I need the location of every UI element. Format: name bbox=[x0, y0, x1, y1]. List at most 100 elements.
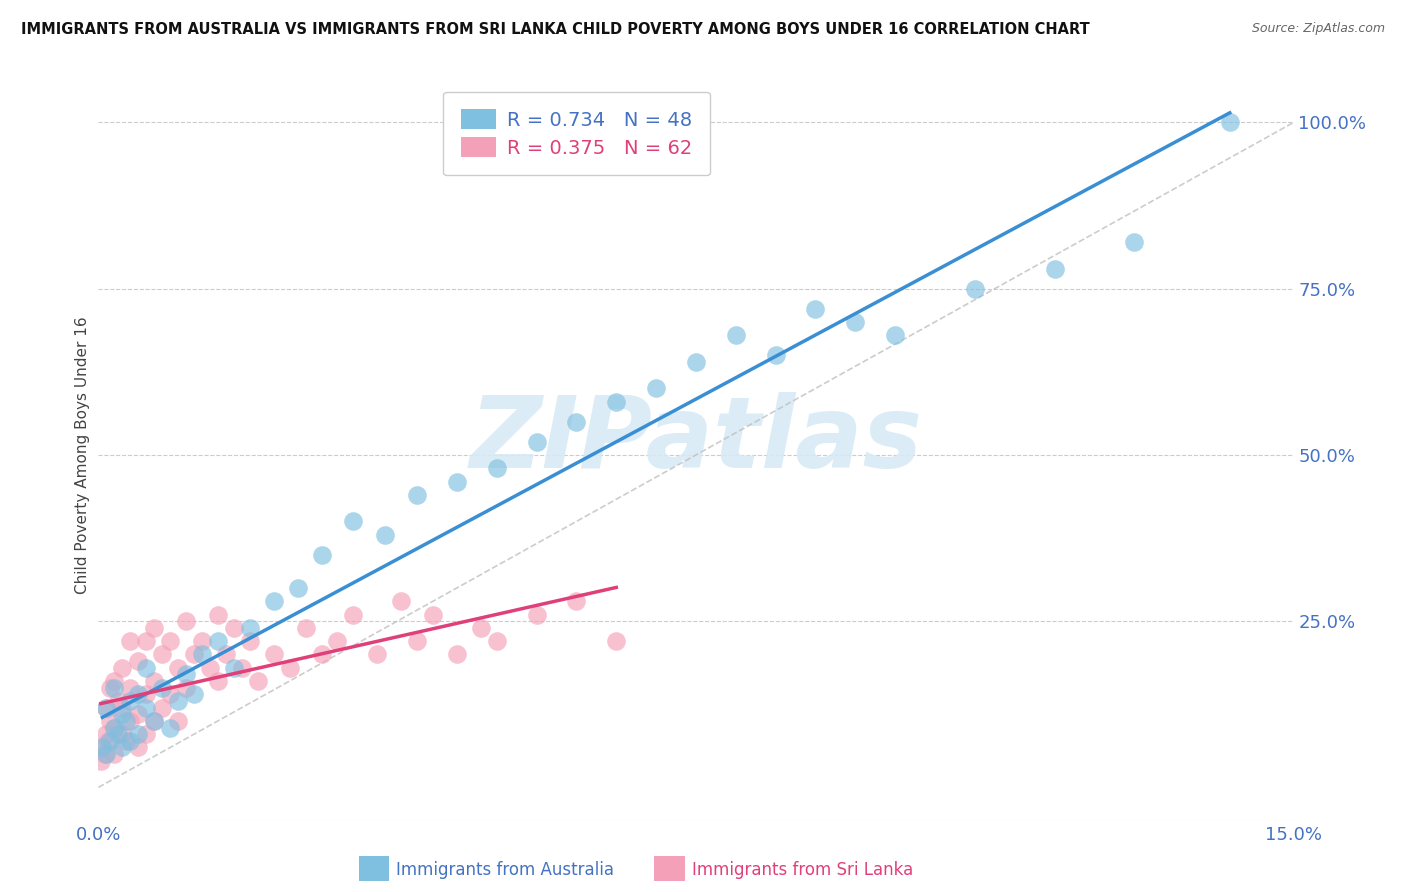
Y-axis label: Child Poverty Among Boys Under 16: Child Poverty Among Boys Under 16 bbox=[75, 316, 90, 594]
Point bbox=[174, 614, 197, 628]
Point bbox=[96, 727, 118, 741]
Point bbox=[127, 654, 149, 668]
Point bbox=[222, 661, 245, 675]
Point bbox=[135, 661, 157, 675]
Point bbox=[98, 714, 122, 728]
Point bbox=[90, 754, 112, 768]
Point bbox=[198, 661, 221, 675]
Point bbox=[366, 648, 388, 662]
Point bbox=[263, 648, 285, 662]
Point bbox=[804, 301, 827, 316]
Text: Immigrants from Australia: Immigrants from Australia bbox=[396, 861, 614, 879]
Point bbox=[374, 527, 396, 541]
Legend: R = 0.734   N = 48, R = 0.375   N = 62: R = 0.734 N = 48, R = 0.375 N = 62 bbox=[443, 92, 710, 176]
Point bbox=[174, 667, 197, 681]
Point bbox=[422, 607, 444, 622]
Point bbox=[222, 621, 245, 635]
Point bbox=[135, 700, 157, 714]
Point bbox=[107, 727, 129, 741]
Point bbox=[94, 747, 117, 761]
Point bbox=[215, 648, 238, 662]
Point bbox=[311, 548, 333, 562]
Point bbox=[326, 634, 349, 648]
Point bbox=[167, 661, 190, 675]
Point bbox=[98, 681, 122, 695]
Point bbox=[97, 734, 120, 748]
Point bbox=[91, 740, 114, 755]
Point bbox=[111, 727, 134, 741]
Point bbox=[191, 648, 214, 662]
Point bbox=[135, 634, 157, 648]
Text: Immigrants from Sri Lanka: Immigrants from Sri Lanka bbox=[692, 861, 912, 879]
Text: Source: ZipAtlas.com: Source: ZipAtlas.com bbox=[1251, 22, 1385, 36]
Point bbox=[963, 282, 986, 296]
Point bbox=[115, 714, 138, 728]
Point bbox=[207, 634, 229, 648]
Point bbox=[526, 607, 548, 622]
Point bbox=[526, 434, 548, 449]
Point bbox=[183, 687, 205, 701]
Point bbox=[406, 488, 429, 502]
Point bbox=[605, 394, 627, 409]
Point bbox=[120, 714, 142, 728]
Point bbox=[605, 634, 627, 648]
Point bbox=[107, 694, 129, 708]
Point bbox=[120, 681, 142, 695]
Point bbox=[485, 461, 508, 475]
Point bbox=[884, 328, 907, 343]
Point bbox=[103, 673, 125, 688]
Point bbox=[263, 594, 285, 608]
Point bbox=[150, 700, 173, 714]
Text: IMMIGRANTS FROM AUSTRALIA VS IMMIGRANTS FROM SRI LANKA CHILD POVERTY AMONG BOYS : IMMIGRANTS FROM AUSTRALIA VS IMMIGRANTS … bbox=[21, 22, 1090, 37]
Point bbox=[191, 634, 214, 648]
Point bbox=[103, 721, 125, 735]
Point bbox=[446, 475, 468, 489]
Point bbox=[231, 661, 253, 675]
Point bbox=[287, 581, 309, 595]
Point bbox=[96, 700, 118, 714]
Point bbox=[1043, 261, 1066, 276]
Point bbox=[485, 634, 508, 648]
Point bbox=[135, 727, 157, 741]
Point bbox=[278, 661, 301, 675]
Point bbox=[96, 700, 118, 714]
Point bbox=[111, 700, 134, 714]
Point bbox=[844, 315, 866, 329]
Point bbox=[98, 734, 122, 748]
Point bbox=[470, 621, 492, 635]
Text: ZIPatlas: ZIPatlas bbox=[470, 392, 922, 489]
Point bbox=[127, 707, 149, 722]
Point bbox=[446, 648, 468, 662]
Point bbox=[96, 747, 118, 761]
Point bbox=[143, 673, 166, 688]
Point bbox=[111, 707, 134, 722]
Point bbox=[724, 328, 747, 343]
Point bbox=[167, 714, 190, 728]
Point bbox=[167, 694, 190, 708]
Point bbox=[111, 661, 134, 675]
Point bbox=[1219, 115, 1241, 129]
Point bbox=[103, 681, 125, 695]
Point bbox=[311, 648, 333, 662]
Point bbox=[115, 734, 138, 748]
Point bbox=[765, 348, 787, 362]
Point bbox=[143, 621, 166, 635]
Point bbox=[103, 721, 125, 735]
Point bbox=[150, 681, 173, 695]
Point bbox=[294, 621, 316, 635]
Point bbox=[1123, 235, 1146, 249]
Point bbox=[342, 607, 364, 622]
Point bbox=[91, 740, 114, 755]
Point bbox=[159, 634, 181, 648]
Point bbox=[120, 734, 142, 748]
Point bbox=[150, 648, 173, 662]
Point bbox=[159, 721, 181, 735]
Point bbox=[389, 594, 412, 608]
Point bbox=[246, 673, 269, 688]
Point bbox=[174, 681, 197, 695]
Point bbox=[159, 687, 181, 701]
Point bbox=[685, 355, 707, 369]
Point bbox=[342, 515, 364, 529]
Point bbox=[143, 714, 166, 728]
Point bbox=[127, 687, 149, 701]
